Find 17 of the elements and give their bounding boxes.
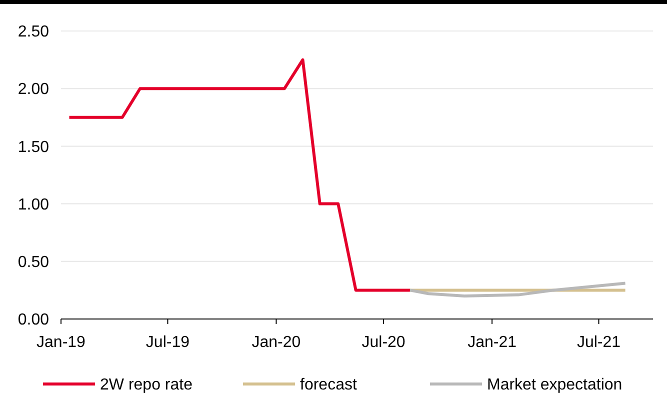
x-tick-label: Jan-21	[468, 334, 517, 351]
x-tick-label: Jul-20	[362, 334, 406, 351]
x-tick-label: Jan-20	[252, 334, 301, 351]
legend-label: Market expectation	[487, 376, 622, 394]
line-series	[408, 282, 627, 298]
line-series	[68, 58, 412, 292]
x-tick-label: Jan-19	[36, 334, 86, 351]
x-tick-label: Jul-19	[146, 334, 190, 351]
y-tick-label: 1.00	[18, 196, 50, 214]
legend-label: 2W repo rate	[100, 376, 193, 394]
x-tick-label: Jul-21	[576, 334, 621, 351]
y-tick-label: 1.50	[18, 138, 50, 156]
y-tick-label: 2.00	[18, 81, 50, 98]
legend-label: forecast	[300, 376, 358, 394]
y-tick-label: 2.50	[18, 24, 50, 41]
y-tick-label: 0.00	[18, 312, 50, 329]
y-tick-label: 0.50	[18, 254, 50, 271]
